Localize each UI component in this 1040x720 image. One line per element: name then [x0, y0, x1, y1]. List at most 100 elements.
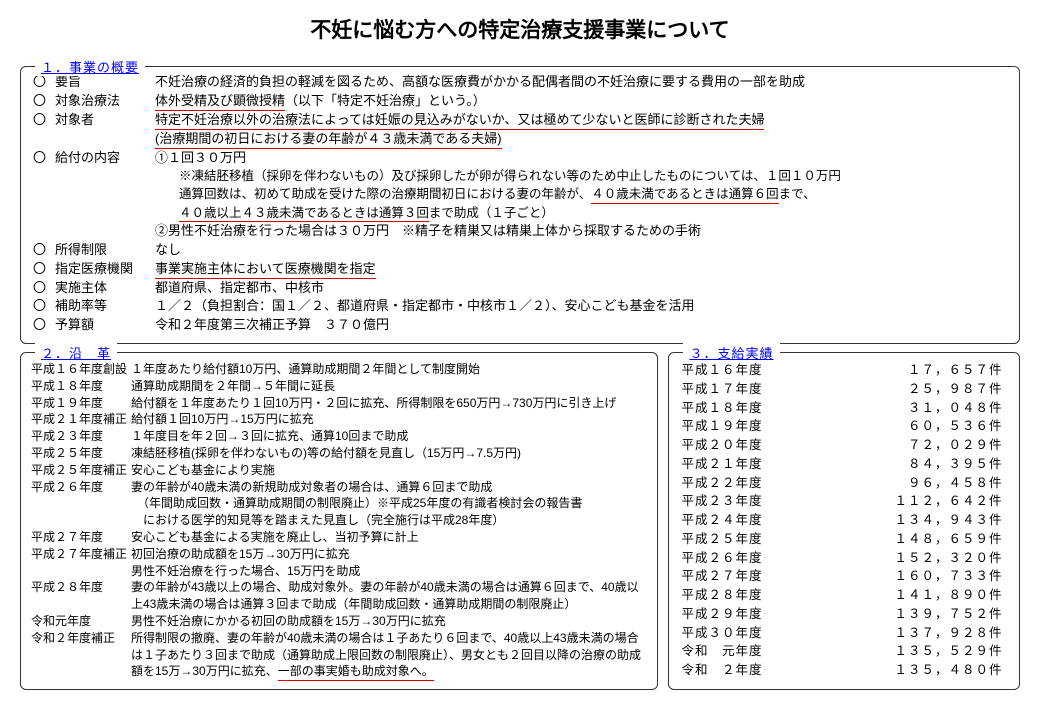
stat-unit: 件: [989, 661, 1007, 680]
stat-value: １６０，７３３: [763, 567, 989, 586]
stat-row: 平成２１年度８４，３９５件: [681, 455, 1007, 474]
stats-rows: 平成１６年度１７，６５７件平成１７年度２５，９８７件平成１８年度３１，０４８件平…: [681, 361, 1007, 680]
bullet-circle: 〇: [33, 316, 55, 335]
stat-unit: 件: [989, 492, 1007, 511]
history-desc: 給付額を１年度あたり１回10万円・２回に拡充、所得制限を650万円→730万円に…: [131, 395, 649, 412]
overview-row: 〇予算額令和２年度第三次補正予算 ３７０億円: [33, 316, 1007, 335]
stat-unit: 件: [989, 511, 1007, 530]
history-row: 平成２７年度補正初回治療の助成額を15万→30万円に拡充男性不妊治療を行った場合…: [31, 546, 649, 580]
stat-year: 平成２５年度: [681, 530, 763, 549]
history-desc: 安心こども基金により実施: [131, 462, 649, 479]
stat-unit: 件: [989, 361, 1007, 380]
stat-value: １５２，３２０: [763, 549, 989, 568]
overview-label: 実施主体: [55, 279, 155, 298]
stat-year: 平成３０年度: [681, 624, 763, 643]
overview-label: 指定医療機関: [55, 260, 155, 279]
stat-value: ８４，３９５: [763, 455, 989, 474]
stat-year: 平成１８年度: [681, 399, 763, 418]
overview-row: 〇指定医療機関事業実施主体において医療機関を指定: [33, 260, 1007, 279]
stat-value: ７２，０２９: [763, 436, 989, 455]
stat-row: 平成１９年度６０，５３６件: [681, 417, 1007, 436]
page-title: 不妊に悩む方への特定治療支援事業について: [0, 0, 1040, 48]
history-desc: 妻の年齢が40歳未満の新規助成対象者の場合は、通算６回まで助成 （年間助成回数・…: [131, 479, 649, 529]
history-year: 平成２７年度: [31, 529, 131, 546]
history-desc: 所得制限の撤廃、妻の年齢が40歳未満の場合は１子あたり６回まで、40歳以上43歳…: [131, 630, 649, 681]
history-row: 平成２５年度補正安心こども基金により実施: [31, 462, 649, 479]
stat-value: １４１，８９０: [763, 586, 989, 605]
bullet-circle: 〇: [33, 149, 55, 168]
overview-value: 都道府県、指定都市、中核市: [155, 279, 1007, 298]
stat-unit: 件: [989, 567, 1007, 586]
stat-row: 平成３０年度１３７，９２８件: [681, 624, 1007, 643]
overview-rows: 〇要旨不妊治療の経済的負担の軽減を図るため、高額な医療費がかかる配偶者間の不妊治…: [33, 73, 1007, 335]
overview-row: 〇所得制限なし: [33, 241, 1007, 260]
bullet-circle: 〇: [33, 111, 55, 130]
stat-unit: 件: [989, 455, 1007, 474]
stat-row: 平成２３年度１１２，６４２件: [681, 492, 1007, 511]
stat-unit: 件: [989, 549, 1007, 568]
stat-year: 平成２４年度: [681, 511, 763, 530]
stat-value: １４８，６５９: [763, 530, 989, 549]
overview-row: 〇実施主体都道府県、指定都市、中核市: [33, 279, 1007, 298]
stat-unit: 件: [989, 399, 1007, 418]
history-rows: 平成１６年度創設１年度あたり給付額10万円、通算助成期間２年間として制度開始平成…: [31, 361, 649, 681]
history-row: 平成２７年度安心こども基金による実施を廃止し、当初予算に計上: [31, 529, 649, 546]
stat-year: 平成２０年度: [681, 436, 763, 455]
stat-unit: 件: [989, 624, 1007, 643]
stat-value: １３５，４８０: [763, 661, 989, 680]
stats-legend: ３．支給実績: [683, 343, 779, 362]
history-year: 平成２７年度補正: [31, 546, 131, 563]
stat-year: 平成１７年度: [681, 380, 763, 399]
stat-unit: 件: [989, 417, 1007, 436]
stat-year: 平成２８年度: [681, 586, 763, 605]
stat-row: 平成２７年度１６０，７３３件: [681, 567, 1007, 586]
stat-value: １３４，９４３: [763, 511, 989, 530]
stat-unit: 件: [989, 474, 1007, 493]
stat-year: 平成２６年度: [681, 549, 763, 568]
stat-value: １３７，９２８: [763, 624, 989, 643]
stat-year: 平成２９年度: [681, 605, 763, 624]
overview-value: １／２（負担割合：国１／２、都道府県・指定都市・中核市１／２）、安心こども基金を…: [155, 297, 1007, 316]
stat-value: １１２，６４２: [763, 492, 989, 511]
overview-row: 〇要旨不妊治療の経済的負担の軽減を図るため、高額な医療費がかかる配偶者間の不妊治…: [33, 73, 1007, 92]
history-year: 平成２６年度: [31, 479, 131, 496]
stat-value: １７，６５７: [763, 361, 989, 380]
bullet-circle: 〇: [33, 92, 55, 111]
history-desc: 男性不妊治療にかかる初回の助成額を15万→30万円に拡充: [131, 613, 649, 630]
overview-row: 〇対象治療法体外受精及び顕微授精（以下「特定不妊治療」という。）: [33, 92, 1007, 111]
history-row: 平成１８年度通算助成期間を２年間→５年間に延長: [31, 378, 649, 395]
overview-row: 〇補助率等１／２（負担割合：国１／２、都道府県・指定都市・中核市１／２）、安心こ…: [33, 297, 1007, 316]
stat-row: 平成２６年度１５２，３２０件: [681, 549, 1007, 568]
stat-year: 平成１９年度: [681, 417, 763, 436]
history-desc: 給付額１回10万円→15万円に拡充: [131, 411, 649, 428]
history-year: 令和２年度補正: [31, 630, 131, 647]
overview-row: 〇対象者特定不妊治療以外の治療法によっては妊娠の見込みがないか、又は極めて少ない…: [33, 111, 1007, 149]
overview-label: 対象者: [55, 111, 155, 130]
history-year: 平成１９年度: [31, 395, 131, 412]
stat-value: ３１，０４８: [763, 399, 989, 418]
overview-row: 〇給付の内容①１回３０万円※凍結胚移植（採卵を伴わないもの）及び採卵したが卵が得…: [33, 149, 1007, 241]
history-row: 平成２３年度１年度目を年２回→３回に拡充、通算10回まで助成: [31, 428, 649, 445]
history-row: 平成１９年度給付額を１年度あたり１回10万円・２回に拡充、所得制限を650万円→…: [31, 395, 649, 412]
history-row: 平成２８年度妻の年齢が43歳以上の場合、助成対象外。妻の年齢が40歳未満の場合は…: [31, 579, 649, 613]
history-desc: 通算助成期間を２年間→５年間に延長: [131, 378, 649, 395]
stat-row: 平成２８年度１４１，８９０件: [681, 586, 1007, 605]
stat-row: 平成２０年度７２，０２９件: [681, 436, 1007, 455]
stat-value: ９６，４５８: [763, 474, 989, 493]
overview-label: 予算額: [55, 316, 155, 335]
history-row: 平成２１年度補正給付額１回10万円→15万円に拡充: [31, 411, 649, 428]
overview-label: 所得制限: [55, 241, 155, 260]
overview-value: なし: [155, 241, 1007, 260]
overview-value: 特定不妊治療以外の治療法によっては妊娠の見込みがないか、又は極めて少ないと医師に…: [155, 111, 1007, 149]
history-year: 平成１６年度創設: [31, 361, 131, 378]
stat-row: 平成２９年度１３９，７５２件: [681, 605, 1007, 624]
history-year: 平成２３年度: [31, 428, 131, 445]
stat-row: 平成２２年度９６，４５８件: [681, 474, 1007, 493]
history-year: 令和元年度: [31, 613, 131, 630]
overview-value: 不妊治療の経済的負担の軽減を図るため、高額な医療費がかかる配偶者間の不妊治療に要…: [155, 73, 1007, 92]
history-year: 平成１８年度: [31, 378, 131, 395]
history-year: 平成２５年度補正: [31, 462, 131, 479]
history-desc: 凍結胚移植(採卵を伴わないもの)等の給付額を見直し（15万円→7.5万円): [131, 445, 649, 462]
overview-value: 事業実施主体において医療機関を指定: [155, 260, 1007, 279]
stat-row: 平成１６年度１７，６５７件: [681, 361, 1007, 380]
